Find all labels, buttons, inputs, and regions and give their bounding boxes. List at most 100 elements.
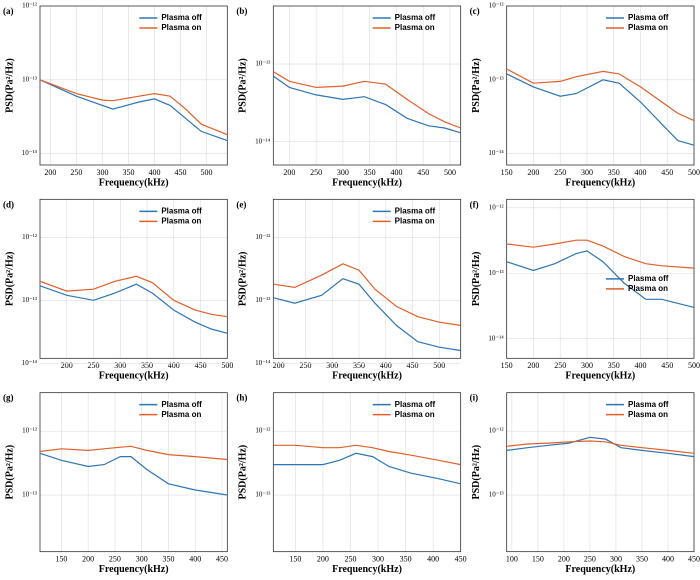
x-tick-label: 200 [558,554,570,563]
plot-frame [39,198,228,359]
plot-frame [39,392,228,553]
y-tick-label: 10⁻¹² [489,427,504,435]
x-tick-label: 250 [554,361,566,370]
y-tick-label: 10⁻¹³ [489,269,504,277]
y-axis-label: PSD(Pa²/Hz) [471,58,482,113]
legend-label: Plasma off [161,206,202,215]
x-tick-label: 250 [310,168,322,177]
data-line [506,440,695,454]
x-tick-label: 250 [88,361,100,370]
y-tick-label: 10⁻¹⁴ [22,359,38,367]
y-axis-label: PSD(Pa²/Hz) [471,252,482,307]
plot-frame [506,5,695,166]
legend-label: Plasma off [161,400,202,409]
data-line [506,250,695,308]
panel-label: (h) [236,393,247,403]
x-tick-label: 350 [400,554,412,563]
y-tick-label: 10⁻¹³ [255,60,270,68]
x-tick-label: 400 [380,361,392,370]
x-tick-label: 150 [501,361,513,370]
y-tick-label: 10⁻¹² [22,2,37,10]
x-tick-label: 300 [581,168,593,177]
x-axis-label: Frequency(kHz) [99,177,169,188]
x-tick-label: 300 [114,361,126,370]
x-tick-label: 250 [554,168,566,177]
y-tick-label: 10⁻¹³ [22,75,37,83]
y-axis-label: PSD(Pa²/Hz) [4,445,15,500]
x-tick-label: 150 [55,554,67,563]
panel-label: (e) [236,199,246,209]
panel-label: (c) [470,6,480,16]
data-line [272,71,461,129]
y-tick-label: 10⁻¹⁴ [255,137,271,145]
panel: 100 150 200 250 300 350 400 450 10⁻¹³ 10⁻¹² Plasma… [470,392,700,575]
y-tick-label: 10⁻¹³ [489,75,504,83]
y-axis-label: PSD(Pa²/Hz) [471,445,482,500]
x-tick-label: 350 [162,554,174,563]
panel-label: (a) [3,6,14,16]
x-axis-label: Frequency(kHz) [332,371,402,382]
y-tick-label: 10⁻¹³ [489,491,504,499]
x-tick-label: 450 [455,554,467,563]
data-line [39,79,228,136]
x-axis-label: Frequency(kHz) [565,371,635,382]
panel: 150 200 250 300 350 400 450 10⁻¹³ 10⁻¹² Plasma of… [3,392,228,575]
x-axis-label: Frequency(kHz) [332,177,402,188]
data-line [39,452,228,496]
y-tick-label: 10⁻¹² [489,2,504,10]
x-tick-label: 450 [417,168,429,177]
legend-label: Plasma off [395,400,436,409]
x-tick-label: 200 [273,361,285,370]
x-tick-label: 450 [406,361,418,370]
x-tick-label: 500 [433,361,445,370]
data-line [273,444,461,466]
y-tick-label: 10⁻¹⁴ [488,334,504,342]
data-line [506,436,695,458]
x-tick-label: 250 [584,554,596,563]
x-tick-label: 400 [662,554,674,563]
x-tick-label: 150 [501,168,513,177]
panel: 150 200 250 300 350 400 450 10⁻¹³ 10⁻¹² Plasma of… [236,392,467,575]
panel: 200 250 300 350 400 450 500 10⁻¹⁴ 10⁻¹³ 10⁻¹² Plas… [3,2,228,188]
y-axis-label: PSD(Pa²/Hz) [238,445,249,500]
x-axis-label: Frequency(kHz) [99,564,169,575]
legend-label: Plasma on [161,216,201,225]
panel-label: (d) [3,199,14,209]
y-tick-label: 10⁻¹³ [255,296,270,304]
data-line [39,445,228,461]
x-tick-label: 100 [506,554,518,563]
x-tick-label: 250 [299,361,311,370]
x-tick-label: 150 [532,554,544,563]
panel: 200 250 300 350 400 450 500 10⁻¹⁴ 10⁻¹³ 10⁻¹² Plas… [236,198,462,382]
y-axis-label: PSD(Pa²/Hz) [238,252,249,307]
x-tick-label: 500 [688,168,700,177]
x-axis-label: Frequency(kHz) [332,564,402,575]
panel-label: (b) [236,6,247,16]
x-tick-label: 400 [189,554,201,563]
x-tick-label: 350 [608,168,620,177]
y-tick-label: 10⁻¹⁴ [22,149,38,157]
legend-label: Plasma on [395,23,435,32]
legend-label: Plasma off [161,13,202,22]
legend-label: Plasma on [161,410,201,419]
x-tick-label: 350 [353,361,365,370]
y-tick-label: 10⁻¹³ [22,491,37,499]
legend-label: Plasma on [395,216,435,225]
y-axis-label: PSD(Pa²/Hz) [238,58,249,113]
x-tick-label: 200 [82,554,94,563]
x-tick-label: 200 [527,361,539,370]
legend-label: Plasma off [395,13,436,22]
legend-label: Plasma on [395,410,435,419]
x-tick-label: 350 [636,554,648,563]
x-tick-label: 250 [344,554,356,563]
x-tick-label: 350 [608,361,620,370]
x-tick-label: 450 [216,554,228,563]
x-tick-label: 400 [634,361,646,370]
plot-frame [272,198,462,359]
x-tick-label: 450 [688,554,700,563]
data-line [39,79,228,142]
data-line [506,68,695,122]
x-tick-label: 300 [96,168,108,177]
x-tick-label: 400 [427,554,439,563]
